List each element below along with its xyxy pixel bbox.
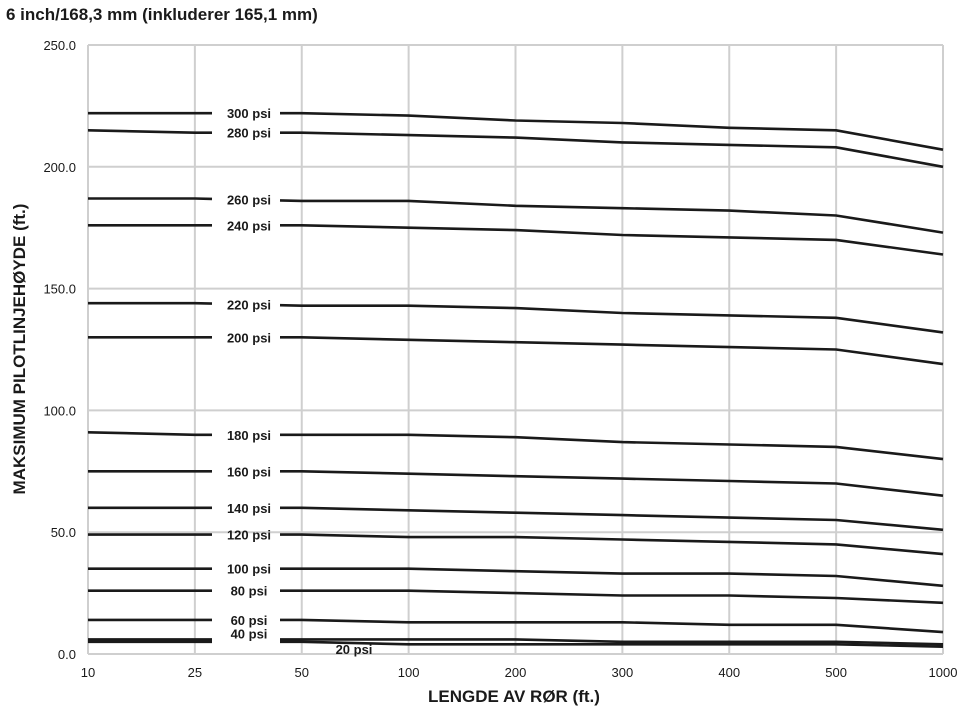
series-label: 200 psi [227,330,271,345]
series-label: 160 psi [227,464,271,479]
series-labels: 300 psi 280 psi 260 psi 240 psi 220 psi 200 p… [227,106,372,657]
series-line [279,199,944,234]
series-label: 220 psi [227,297,271,312]
grid [87,44,944,655]
series-line [280,335,944,366]
series-label: 120 psi [227,528,271,543]
series-line [280,111,944,151]
series-lines [87,111,944,648]
series-line [280,618,944,634]
series-label: 100 psi [227,562,271,577]
series-label: 180 psi [227,428,271,443]
series-label: 60 psi [231,613,268,628]
series-label: 80 psi [231,584,268,599]
series-label: 20 psi [336,642,373,657]
series-label: 260 psi [227,193,271,208]
series-label: 40 psi [231,626,268,641]
series-label: 140 psi [227,501,271,516]
series-line [279,303,944,334]
y-tick-label: 100.0 [43,403,76,418]
x-tick-label: 300 [612,665,634,680]
y-tick-label: 50.0 [51,525,76,540]
series-label: 280 psi [227,126,271,141]
series-line [280,640,944,648]
chart-title: 6 inch/168,3 mm (inkluderer 165,1 mm) [6,5,318,24]
y-tick-label: 0.0 [58,647,76,662]
series-line [280,638,944,646]
series-line [280,224,944,256]
series-line [280,433,944,461]
x-tick-label: 200 [505,665,527,680]
series-line [280,506,944,532]
x-tick-labels: 10 25 50 100 200 300 400 500 1000 [81,665,958,680]
x-tick-label: 10 [81,665,95,680]
x-tick-label: 25 [188,665,202,680]
x-tick-label: 500 [825,665,847,680]
series-label: 300 psi [227,106,271,121]
x-tick-label: 100 [398,665,420,680]
series-line [87,431,212,437]
y-axis-label: MAKSIMUM PILOTLINJEHØYDE (ft.) [10,204,29,495]
y-tick-labels: 0.0 50.0 100.0 150.0 200.0 250.0 [43,38,76,662]
series-line [87,129,212,134]
series-line [280,131,944,169]
x-tick-label: 1000 [929,665,958,680]
series-line [280,469,944,497]
series-line [280,589,944,605]
y-tick-label: 250.0 [43,38,76,53]
series-line [280,533,944,556]
x-tick-label: 50 [295,665,309,680]
series-label: 240 psi [227,218,271,233]
y-tick-label: 200.0 [43,160,76,175]
series-line [280,567,944,588]
y-tick-label: 150.0 [43,282,76,297]
x-axis-label: LENGDE AV RØR (ft.) [428,687,600,706]
x-tick-label: 400 [718,665,740,680]
